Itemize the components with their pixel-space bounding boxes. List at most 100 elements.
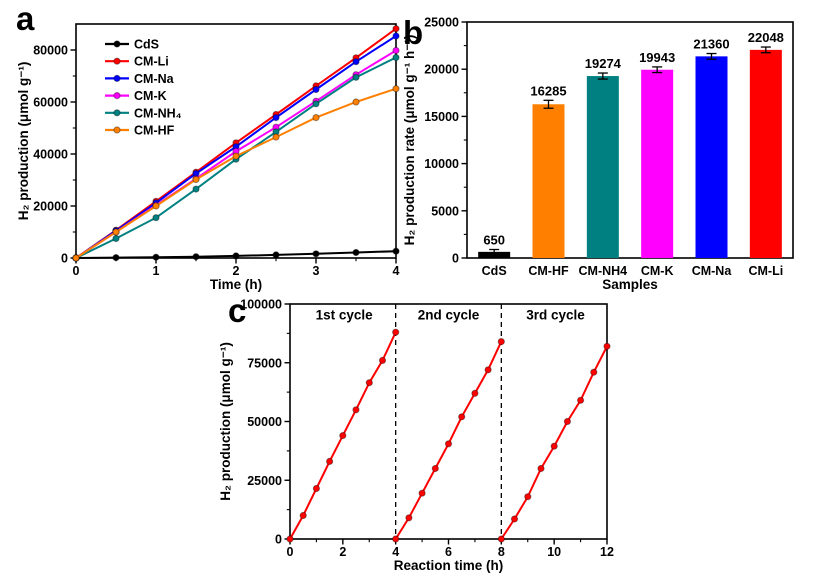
x-axis-title: Samples xyxy=(602,277,658,292)
legend-marker xyxy=(113,74,121,83)
data-point-marker xyxy=(272,114,280,122)
y-tick-label: 25000 xyxy=(424,16,459,30)
data-point-marker xyxy=(352,98,360,106)
panel-label-c: c xyxy=(228,292,247,329)
y-tick-label: 100000 xyxy=(240,298,282,312)
data-point-marker xyxy=(352,406,360,414)
bar-value-label: 16285 xyxy=(530,83,566,98)
data-point-marker xyxy=(484,366,492,374)
panel-b-chart: 0 5000 10000 15000 20000 25000 H₂ production r… xyxy=(402,16,794,292)
data-point-marker xyxy=(392,247,400,255)
category-label: CM-NH4 xyxy=(579,264,628,278)
data-point-marker xyxy=(112,228,120,236)
data-point-marker xyxy=(192,253,200,261)
category-label: CM-K xyxy=(641,264,674,278)
y-tick-label: 50000 xyxy=(247,415,282,429)
data-point-marker xyxy=(444,440,453,448)
data-point-marker xyxy=(392,85,400,93)
data-point-marker xyxy=(312,250,320,258)
legend-label: CM-K xyxy=(134,89,167,103)
data-point-marker xyxy=(392,25,400,33)
x-tick-label: 2 xyxy=(339,545,346,559)
data-point-marker xyxy=(603,342,611,350)
legend-marker xyxy=(113,109,121,117)
data-point-marker xyxy=(392,46,400,55)
data-point-marker xyxy=(497,535,505,543)
x-tick-label: 10 xyxy=(547,545,561,559)
data-point-marker xyxy=(299,511,307,520)
annotation: 2nd cycle xyxy=(418,307,480,322)
data-point-marker xyxy=(458,413,466,421)
category-label: CdS xyxy=(482,264,507,278)
y-axis-title: H₂ production (μmol g⁻¹) xyxy=(16,62,31,221)
y-tick-label: 0 xyxy=(452,252,459,266)
data-point-marker xyxy=(152,214,160,222)
category-label: CM-Li xyxy=(748,264,783,278)
data-point-marker xyxy=(550,442,558,450)
data-point-marker xyxy=(339,432,347,440)
y-tick-label: 40000 xyxy=(33,148,68,162)
legend-label: CdS xyxy=(134,38,159,52)
y-tick-label: 0 xyxy=(61,252,68,266)
legend-label: CM-HF xyxy=(134,124,175,138)
series-line xyxy=(75,87,397,259)
data-point-marker xyxy=(352,248,360,257)
data-point-marker xyxy=(418,489,426,497)
data-point-marker xyxy=(497,338,505,346)
legend-label: CM-Na xyxy=(134,72,175,86)
bar-CM-Na xyxy=(695,56,728,258)
data-point-marker xyxy=(392,535,400,543)
x-tick-label: 1 xyxy=(153,264,160,278)
bar-CM-Li xyxy=(749,49,782,258)
legend-marker xyxy=(113,126,121,134)
data-point-marker xyxy=(312,100,320,108)
x-tick-label: 6 xyxy=(445,545,452,559)
legend-label: CM-NH₄ xyxy=(134,106,182,120)
data-point-marker xyxy=(471,389,479,397)
y-tick-label: 20000 xyxy=(33,200,68,214)
y-tick-label: 80000 xyxy=(33,44,68,58)
x-tick-label: 2 xyxy=(233,264,240,278)
data-point-marker xyxy=(577,396,585,404)
data-point-marker xyxy=(192,175,200,184)
data-point-marker xyxy=(524,493,532,501)
x-tick-label: 8 xyxy=(498,545,505,559)
bar-value-label: 22048 xyxy=(748,30,784,45)
data-point-marker xyxy=(286,535,294,543)
legend-marker xyxy=(113,92,121,100)
y-tick-label: 15000 xyxy=(424,110,459,124)
bar-CM-K xyxy=(641,69,674,258)
y-tick-label: 25000 xyxy=(247,474,282,488)
category-label: CM-Na xyxy=(692,264,733,278)
y-tick-label: 60000 xyxy=(33,96,68,110)
bar-value-label: 650 xyxy=(483,233,505,248)
bar-value-label: 21360 xyxy=(693,37,729,52)
legend-label: CM-Li xyxy=(134,55,169,69)
legend-marker xyxy=(113,40,121,48)
data-point-marker xyxy=(510,515,519,523)
data-point-marker xyxy=(563,417,571,426)
data-point-marker xyxy=(152,253,160,261)
data-point-marker xyxy=(537,464,545,473)
x-axis-title: Reaction time (h) xyxy=(394,558,504,573)
legend-marker xyxy=(113,57,121,65)
data-point-marker xyxy=(365,379,373,387)
data-point-marker xyxy=(152,202,160,210)
y-axis-title: H₂ production rate (μmol g⁻¹ h⁻¹) xyxy=(402,35,417,246)
data-point-marker xyxy=(112,234,120,243)
plot-border xyxy=(289,303,608,540)
x-tick-label: 4 xyxy=(393,264,400,278)
y-tick-label: 5000 xyxy=(431,204,459,218)
x-tick-label: 4 xyxy=(392,545,399,559)
x-tick-label: 12 xyxy=(600,545,614,559)
x-tick-label: 0 xyxy=(287,545,294,559)
y-tick-label: 0 xyxy=(275,533,282,547)
category-label: CM-HF xyxy=(528,264,569,278)
data-point-marker xyxy=(272,133,280,141)
data-point-marker xyxy=(392,32,400,40)
data-point-marker xyxy=(405,514,413,522)
data-point-marker xyxy=(312,114,320,122)
x-tick-label: 0 xyxy=(73,264,80,278)
